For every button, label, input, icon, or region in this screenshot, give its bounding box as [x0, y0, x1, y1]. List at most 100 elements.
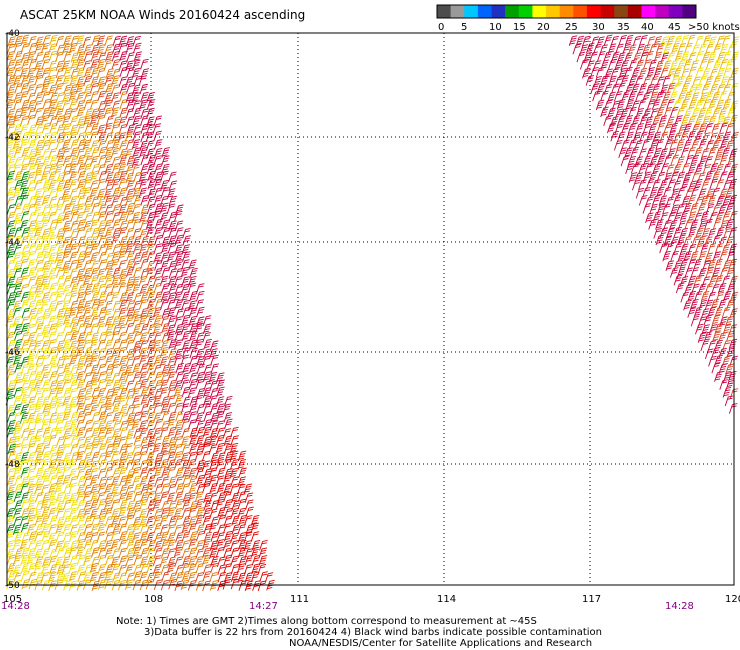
- wind-barb: [6, 220, 16, 231]
- wind-barb: [6, 108, 16, 119]
- wind-barb: [674, 115, 683, 126]
- wind-barb: [642, 76, 652, 87]
- wind-barb: [47, 532, 57, 544]
- legend-label: 0: [438, 22, 444, 33]
- wind-barb: [7, 308, 16, 320]
- wind-barb: [62, 371, 72, 382]
- wind-barb: [104, 412, 113, 423]
- wind-barb: [35, 500, 44, 511]
- wind-barb: [161, 219, 170, 231]
- wind-barb: [96, 58, 106, 70]
- wind-barb: [104, 163, 114, 175]
- wind-barb: [126, 155, 136, 166]
- wind-barb: [61, 300, 71, 311]
- wind-barb: [153, 364, 162, 375]
- wind-barb: [693, 212, 703, 224]
- wind-barb: [7, 419, 16, 431]
- wind-barb: [14, 195, 24, 207]
- wind-barb: [119, 420, 128, 432]
- wind-barb: [21, 131, 30, 143]
- wind-barb: [679, 227, 688, 239]
- wind-barb: [160, 260, 169, 271]
- wind-barb: [188, 307, 198, 318]
- wind-barb: [168, 211, 178, 223]
- wind-barb: [125, 116, 135, 127]
- wind-barb: [704, 299, 714, 311]
- wind-barb: [119, 83, 129, 95]
- wind-barb: [13, 123, 22, 135]
- wind-barb: [77, 499, 86, 511]
- wind-barb: [195, 514, 204, 526]
- wind-barb: [126, 300, 135, 311]
- wind-barb: [196, 387, 206, 399]
- wind-barb: [6, 548, 15, 560]
- wind-barb: [90, 274, 100, 286]
- wind-barb: [638, 179, 647, 191]
- wind-barb: [237, 498, 247, 510]
- wind-barb: [76, 226, 85, 238]
- wind-barb: [26, 554, 36, 566]
- wind-barb: [104, 427, 113, 438]
- wind-barb: [174, 428, 183, 439]
- wind-barb: [77, 284, 87, 295]
- wind-barb: [63, 66, 72, 78]
- wind-barb: [188, 475, 197, 487]
- wind-barb: [672, 82, 682, 94]
- wind-barb: [42, 347, 51, 358]
- wind-barb: [167, 355, 177, 367]
- wind-barb: [63, 580, 72, 591]
- wind-barb: [21, 532, 30, 543]
- wind-barb: [14, 371, 23, 383]
- wind-barb: [5, 315, 15, 327]
- wind-barb: [47, 139, 57, 150]
- wind-barb: [688, 180, 697, 192]
- wind-barb: [705, 90, 714, 102]
- wind-barb: [34, 290, 43, 302]
- wind-barb: [224, 507, 233, 519]
- wind-barb: [712, 331, 721, 343]
- wind-barb: [639, 34, 648, 46]
- wind-barb: [14, 170, 23, 182]
- wind-barb: [181, 531, 191, 542]
- legend-swatch: [682, 5, 697, 18]
- wind-barb: [12, 524, 22, 535]
- wind-barb: [709, 83, 719, 95]
- wind-barb: [167, 307, 176, 318]
- wind-barb: [649, 156, 658, 167]
- wind-barb: [132, 243, 142, 255]
- wind-barb: [690, 267, 700, 278]
- wind-barb: [687, 211, 697, 223]
- wind-barb: [63, 404, 72, 415]
- wind-barb: [40, 170, 50, 182]
- wind-barb: [161, 147, 170, 158]
- wind-barb: [210, 562, 219, 574]
- legend-swatch: [586, 5, 601, 18]
- wind-barb: [209, 548, 218, 560]
- wind-barb: [714, 306, 724, 318]
- wind-barb: [618, 147, 627, 158]
- wind-barb: [41, 268, 51, 279]
- wind-barb: [231, 492, 240, 503]
- wind-barb: [719, 379, 728, 390]
- wind-barb: [673, 67, 682, 78]
- wind-barb: [54, 100, 64, 111]
- wind-barb: [27, 428, 36, 439]
- wind-barb: [711, 362, 720, 374]
- wind-barb: [683, 251, 692, 262]
- wind-barb: [203, 419, 212, 430]
- wind-barb: [154, 476, 163, 488]
- wind-barb: [730, 67, 739, 79]
- wind-barb: [726, 283, 736, 294]
- wind-barb: [35, 467, 44, 478]
- wind-barb: [222, 474, 232, 486]
- wind-barb: [91, 387, 101, 398]
- wind-barb: [607, 107, 616, 119]
- wind-barb: [725, 316, 734, 327]
- wind-barb: [110, 530, 120, 542]
- wind-barb: [19, 284, 29, 295]
- wind-barb: [677, 124, 687, 135]
- wind-barb: [132, 147, 141, 158]
- wind-barb: [33, 508, 43, 520]
- wind-barb: [12, 300, 22, 312]
- wind-barb: [6, 515, 15, 527]
